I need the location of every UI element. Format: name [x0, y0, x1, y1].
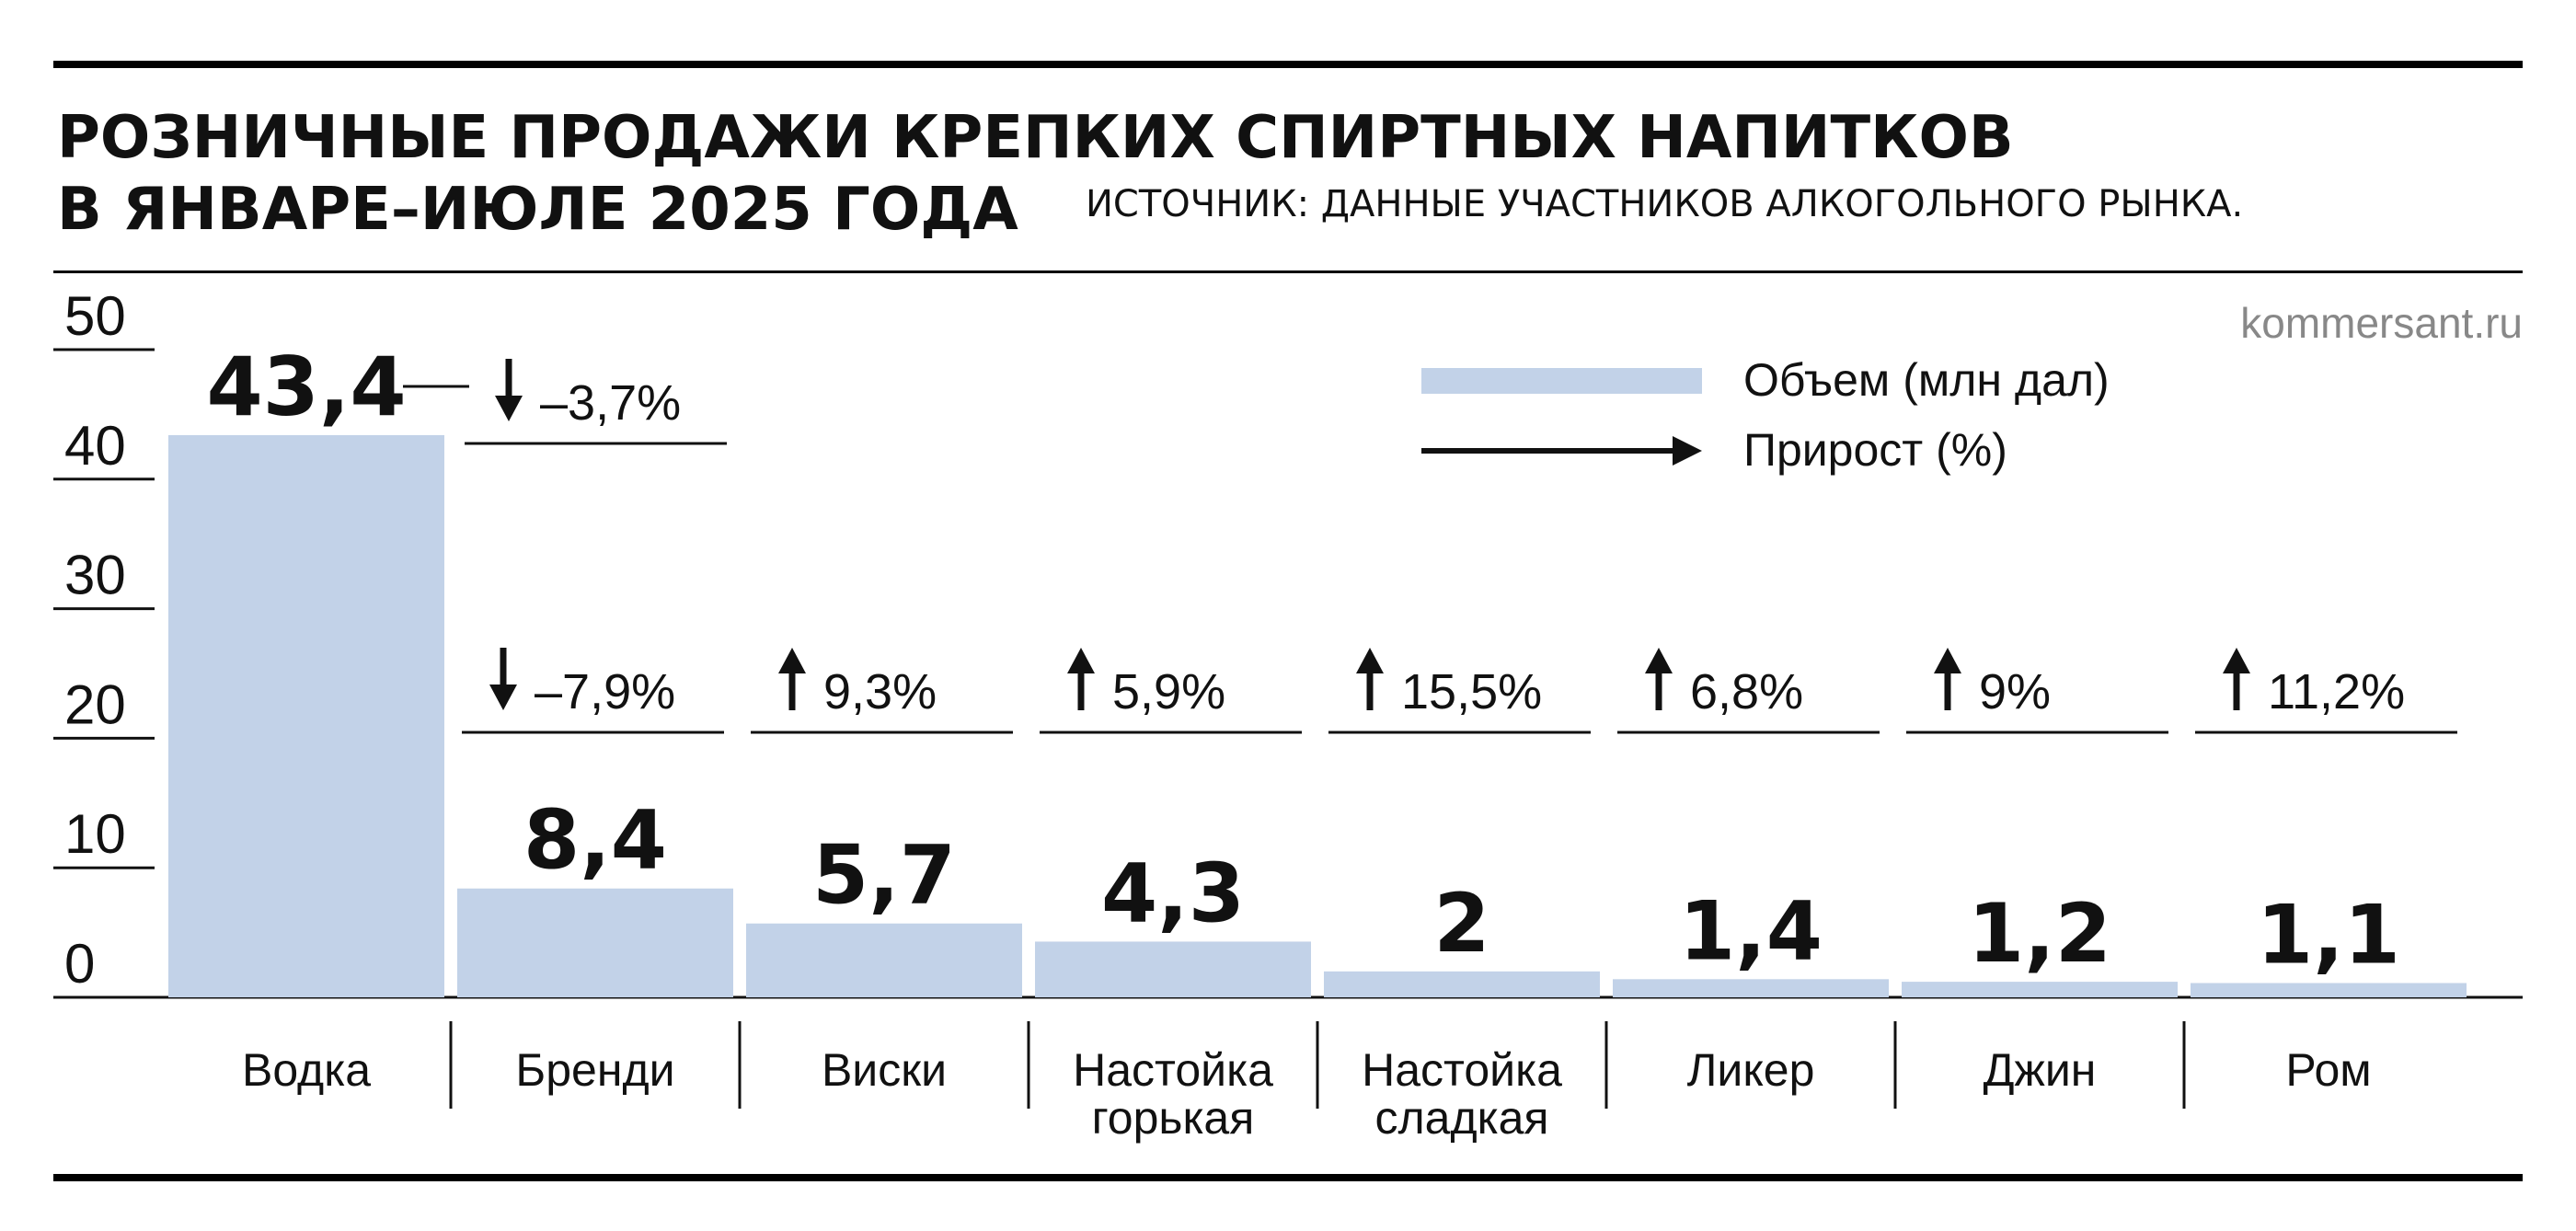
value-label: 1,1: [2257, 888, 2400, 983]
y-tick-label: 10: [64, 803, 126, 865]
legend-volume-swatch: [1421, 368, 1702, 394]
growth-label: –3,7%: [540, 375, 681, 431]
bar: [746, 923, 1022, 997]
bar: [1902, 982, 2178, 997]
growth-label: 6,8%: [1690, 664, 1803, 719]
site-credit: kommersant.ru: [2240, 299, 2523, 347]
growth-label: 9,3%: [823, 664, 937, 719]
up-arrow-head-icon: [1934, 648, 1961, 673]
bar: [1324, 971, 1600, 997]
legend: Объем (млн дал) Прирост (%): [1421, 354, 2110, 476]
legend-growth-arrow-icon: [1673, 436, 1702, 466]
growth-label: 15,5%: [1401, 664, 1542, 719]
value-label: 43,4: [206, 339, 406, 434]
down-arrow-head-icon: [495, 396, 523, 421]
growth-label: –7,9%: [535, 664, 675, 719]
category-label: Настойка: [1362, 1044, 1562, 1096]
bar: [2191, 983, 2467, 997]
growth-label: 11,2%: [2268, 664, 2405, 719]
bars: [168, 434, 2467, 998]
legend-growth-label: Прирост (%): [1743, 424, 2007, 476]
bar: [168, 434, 444, 998]
category-label: Настойка: [1073, 1044, 1273, 1096]
category-label: Ром: [2285, 1044, 2371, 1096]
bar: [1613, 979, 1889, 997]
category-label: Виски: [822, 1044, 947, 1096]
chart-source: ИСТОЧНИК: ДАННЫЕ УЧАСТНИКОВ АЛКОГОЛЬНОГО…: [1086, 183, 2244, 225]
value-label: 1,2: [1968, 886, 2111, 981]
growth-label: 5,9%: [1112, 664, 1225, 719]
value-label: 5,7: [812, 828, 956, 923]
bar: [1035, 941, 1311, 997]
up-arrow-head-icon: [1645, 648, 1673, 673]
y-tick-label: 30: [64, 545, 126, 606]
category-label: Водка: [242, 1044, 371, 1096]
y-tick-label: 40: [64, 415, 126, 477]
value-label: 4,3: [1101, 846, 1245, 940]
up-arrow-head-icon: [778, 648, 806, 673]
category-label: Джин: [1984, 1044, 2097, 1096]
y-tick-label: 20: [64, 673, 126, 735]
bar: [457, 888, 733, 997]
category-label: сладкая: [1374, 1092, 1548, 1144]
down-arrow-head-icon: [489, 685, 517, 710]
top-rule: [53, 61, 2523, 68]
up-arrow-head-icon: [1067, 648, 1095, 673]
chart-title-line1: РОЗНИЧНЫЕ ПРОДАЖИ КРЕПКИХ СПИРТНЫХ НАПИТ…: [57, 104, 2014, 172]
chart-title-line2: В ЯНВАРЕ–ИЮЛЕ 2025 ГОДА: [57, 176, 1018, 244]
category-label: горькая: [1092, 1092, 1255, 1144]
legend-volume-label: Объем (млн дал): [1743, 354, 2110, 406]
up-arrow-head-icon: [2223, 648, 2250, 673]
value-label: 1,4: [1679, 883, 1823, 978]
title-rule: [53, 270, 2523, 273]
category-label: Ликер: [1687, 1044, 1815, 1096]
growth-label: 9%: [1979, 664, 2051, 719]
category-label: Бренди: [515, 1044, 674, 1096]
bottom-rule: [53, 1174, 2523, 1181]
y-tick-label: 50: [64, 285, 126, 347]
value-label: 2: [1433, 876, 1489, 971]
up-arrow-head-icon: [1356, 648, 1384, 673]
y-tick-label: 0: [64, 933, 95, 995]
value-label: 8,4: [523, 793, 667, 888]
labels: 43,4 Водка –3,7% 8,4 Бренди –7,9% 5,7 Виски 9,3%…: [206, 339, 2457, 1144]
